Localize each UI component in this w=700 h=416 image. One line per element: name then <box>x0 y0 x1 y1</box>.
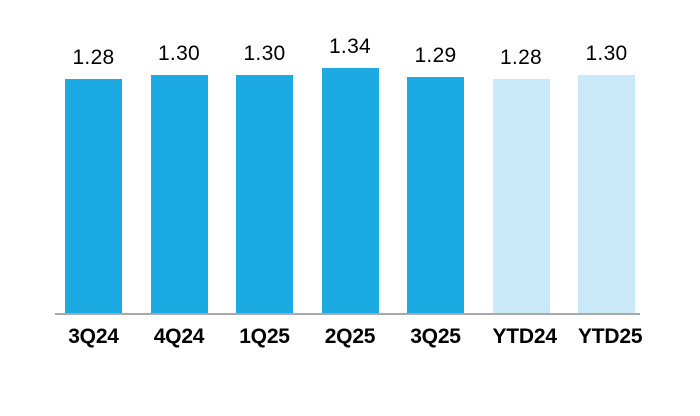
category-label: YTD25 <box>578 325 643 348</box>
bar <box>578 75 635 313</box>
bar-value-label: 1.28 <box>72 46 115 69</box>
category-label: 4Q24 <box>153 325 205 348</box>
bar-column: 1.29 <box>407 44 464 313</box>
bar-column: 1.34 <box>321 35 379 313</box>
plot-area: 1.28 1.30 1.30 1.34 1.29 1.28 1.30 <box>65 0 635 313</box>
bar-value-label: 1.30 <box>243 42 286 65</box>
bar-column: 1.30 <box>150 42 208 313</box>
bar <box>321 68 379 313</box>
category-label: 1Q25 <box>239 325 290 348</box>
bar <box>236 75 293 313</box>
category-label: 2Q25 <box>324 325 376 348</box>
category-label: YTD24 <box>492 325 558 348</box>
bar-column: 1.28 <box>65 46 122 313</box>
category-axis: 3Q24 4Q24 1Q25 2Q25 3Q25 YTD24 YTD25 <box>65 325 643 349</box>
bar <box>150 75 208 313</box>
chart-area: 1.28 1.30 1.30 1.34 1.29 1.28 1.30 3Q24 4Q24 1Q2… <box>55 0 643 416</box>
bar-value-label: 1.28 <box>499 46 543 69</box>
bar <box>407 77 464 313</box>
bar-column: 1.30 <box>578 42 635 313</box>
bar-value-label: 1.30 <box>157 42 201 65</box>
category-label: 3Q24 <box>68 325 119 348</box>
bar-value-label: 1.29 <box>414 44 457 67</box>
bar-column: 1.28 <box>492 46 550 313</box>
category-label: 3Q25 <box>410 325 461 348</box>
x-axis-line <box>55 313 640 315</box>
bar-column: 1.30 <box>236 42 293 313</box>
bar <box>65 79 122 313</box>
bar <box>492 79 550 313</box>
bar-value-label: 1.30 <box>585 42 628 65</box>
bar-value-label: 1.34 <box>328 35 372 58</box>
